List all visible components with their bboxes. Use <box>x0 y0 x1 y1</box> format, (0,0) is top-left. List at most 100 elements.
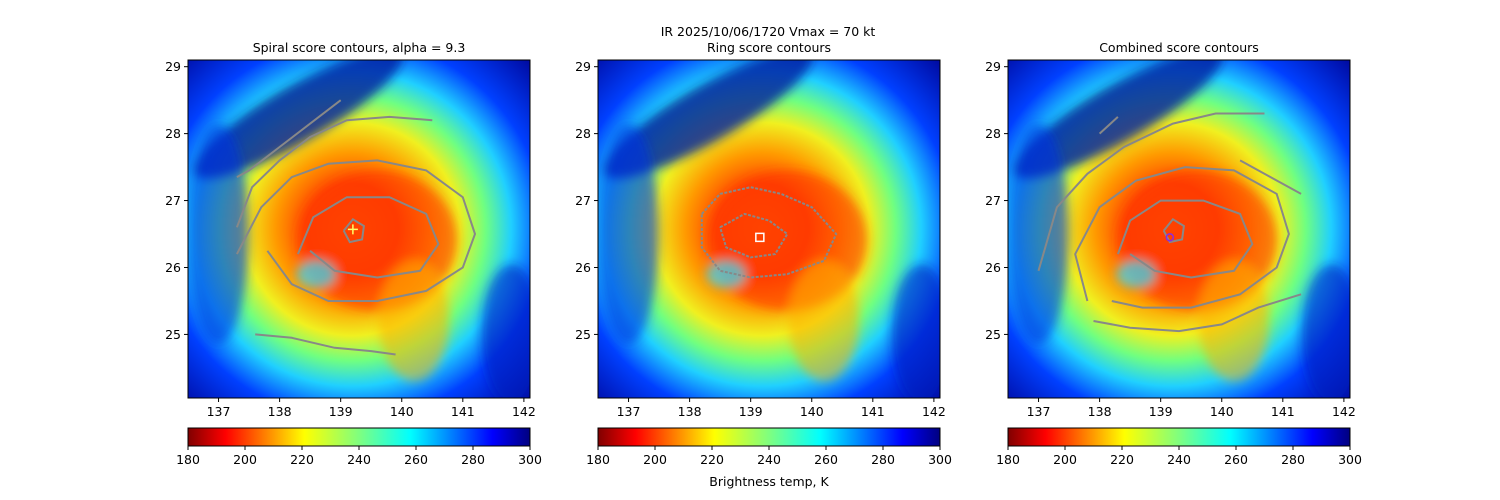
x-tick-label: 138 <box>1088 404 1112 419</box>
rainband <box>378 261 449 382</box>
contour-line <box>342 217 365 244</box>
colorbar-tick-label: 220 <box>290 452 314 467</box>
ir-cloud-bands <box>188 60 530 398</box>
colorbar-tick-label: 200 <box>233 452 257 467</box>
colorbar-tick-label: 300 <box>518 452 542 467</box>
y-tick-label: 27 <box>165 193 181 208</box>
x-tick-label: 139 <box>739 404 763 419</box>
x-tick-label: 138 <box>268 404 292 419</box>
score-contours <box>1037 112 1302 333</box>
rainband <box>788 261 859 382</box>
panel-title: Combined score contours <box>1099 40 1259 55</box>
colorbar-tick-label: 180 <box>586 452 610 467</box>
y-tick-label: 29 <box>985 59 1001 74</box>
y-tick-label: 26 <box>165 260 181 275</box>
colorbar-tick-label: 200 <box>643 452 667 467</box>
colorbar <box>187 427 531 447</box>
x-tick-label: 141 <box>1271 404 1295 419</box>
chart-panel-1: Spiral score contours, alpha = 9.3 137 138… <box>165 40 542 467</box>
colorbar-tick-label: 200 <box>1053 452 1077 467</box>
cold-band <box>481 264 530 398</box>
colorbar-tick-label: 280 <box>461 452 485 467</box>
dry-slot <box>1116 260 1157 289</box>
colorbar-tick-label: 260 <box>1224 452 1248 467</box>
contour-line <box>1098 116 1119 135</box>
contour-line <box>236 99 342 178</box>
contour-line <box>1074 166 1290 309</box>
x-tick-label: 142 <box>1332 404 1356 419</box>
colorbar-tick-label: 180 <box>996 452 1020 467</box>
y-tick-label: 28 <box>985 126 1001 141</box>
colorbar-tick-label: 280 <box>1281 452 1305 467</box>
ir-cloud-bands <box>1008 60 1350 398</box>
x-tick-label: 138 <box>678 404 702 419</box>
center-marker <box>1165 233 1175 242</box>
y-tick-label: 28 <box>165 126 181 141</box>
y-tick-label: 25 <box>985 327 1001 342</box>
chart-panel-3: Combined score contours 137 138 139 140 141 14… <box>985 40 1362 467</box>
colorbar-tick-label: 180 <box>176 452 200 467</box>
colorbar-tick-label: 240 <box>757 452 781 467</box>
y-tick-label: 25 <box>575 327 591 342</box>
rainband <box>1198 261 1269 382</box>
x-tick-label: 139 <box>329 404 353 419</box>
center-marker <box>755 232 765 243</box>
cold-band <box>598 124 659 345</box>
colorbar-tick-label: 260 <box>814 452 838 467</box>
axes-frame <box>597 59 941 399</box>
cold-band <box>603 60 813 179</box>
contour-line <box>296 196 440 279</box>
colorbar-tick-label: 300 <box>928 452 952 467</box>
panels: Spiral score contours, alpha = 9.3 137 138… <box>165 40 1362 489</box>
x-tick-label: 137 <box>1027 404 1051 419</box>
panel-title: Spiral score contours, alpha = 9.3 <box>253 40 466 55</box>
y-tick-label: 26 <box>985 260 1001 275</box>
colorbar-label: Brightness temp, K <box>709 474 829 489</box>
ir-image <box>188 60 530 398</box>
y-tick-label: 27 <box>575 193 591 208</box>
cold-band <box>891 264 940 398</box>
cold-band <box>1301 264 1350 398</box>
contour-line <box>255 333 396 356</box>
contour-line <box>236 159 477 302</box>
contour-line <box>1037 112 1265 272</box>
colorbar <box>1007 427 1351 447</box>
x-tick-label: 139 <box>1149 404 1173 419</box>
colorbar-tick-label: 280 <box>871 452 895 467</box>
cold-band <box>188 124 249 345</box>
ir-cloud-bands <box>598 60 940 398</box>
dry-slot <box>706 260 747 289</box>
contour-line <box>719 212 789 259</box>
colorbar-tick-label: 220 <box>700 452 724 467</box>
colorbar-tick-label: 220 <box>1110 452 1134 467</box>
contour-line <box>235 115 433 228</box>
y-tick-label: 29 <box>575 59 591 74</box>
x-tick-label: 140 <box>1210 404 1234 419</box>
colorbar-tick-label: 260 <box>404 452 428 467</box>
center-marker <box>347 224 358 235</box>
x-tick-label: 140 <box>390 404 414 419</box>
x-tick-label: 142 <box>922 404 946 419</box>
cold-band <box>1008 124 1069 345</box>
contour-line <box>1093 293 1302 333</box>
contour-line <box>1116 199 1254 279</box>
ir-image <box>598 60 940 398</box>
chart-panel-2: Ring score contours 137 138 139 140 141 142 25 2… <box>575 40 952 489</box>
dry-slot <box>296 260 337 289</box>
colorbar-tick-label: 240 <box>347 452 371 467</box>
x-tick-label: 137 <box>207 404 231 419</box>
y-tick-label: 29 <box>165 59 181 74</box>
score-contours <box>235 99 477 356</box>
y-tick-label: 28 <box>575 126 591 141</box>
score-contours <box>700 186 838 279</box>
y-tick-label: 25 <box>165 327 181 342</box>
colorbar-tick-label: 240 <box>1167 452 1191 467</box>
colorbar <box>597 427 941 447</box>
x-tick-label: 137 <box>617 404 641 419</box>
x-tick-label: 140 <box>800 404 824 419</box>
cold-band <box>193 60 403 179</box>
contour-line <box>700 186 838 279</box>
y-tick-label: 27 <box>985 193 1001 208</box>
axes-frame <box>1007 59 1351 399</box>
figure-suptitle: IR 2025/10/06/1720 Vmax = 70 kt <box>661 24 876 39</box>
